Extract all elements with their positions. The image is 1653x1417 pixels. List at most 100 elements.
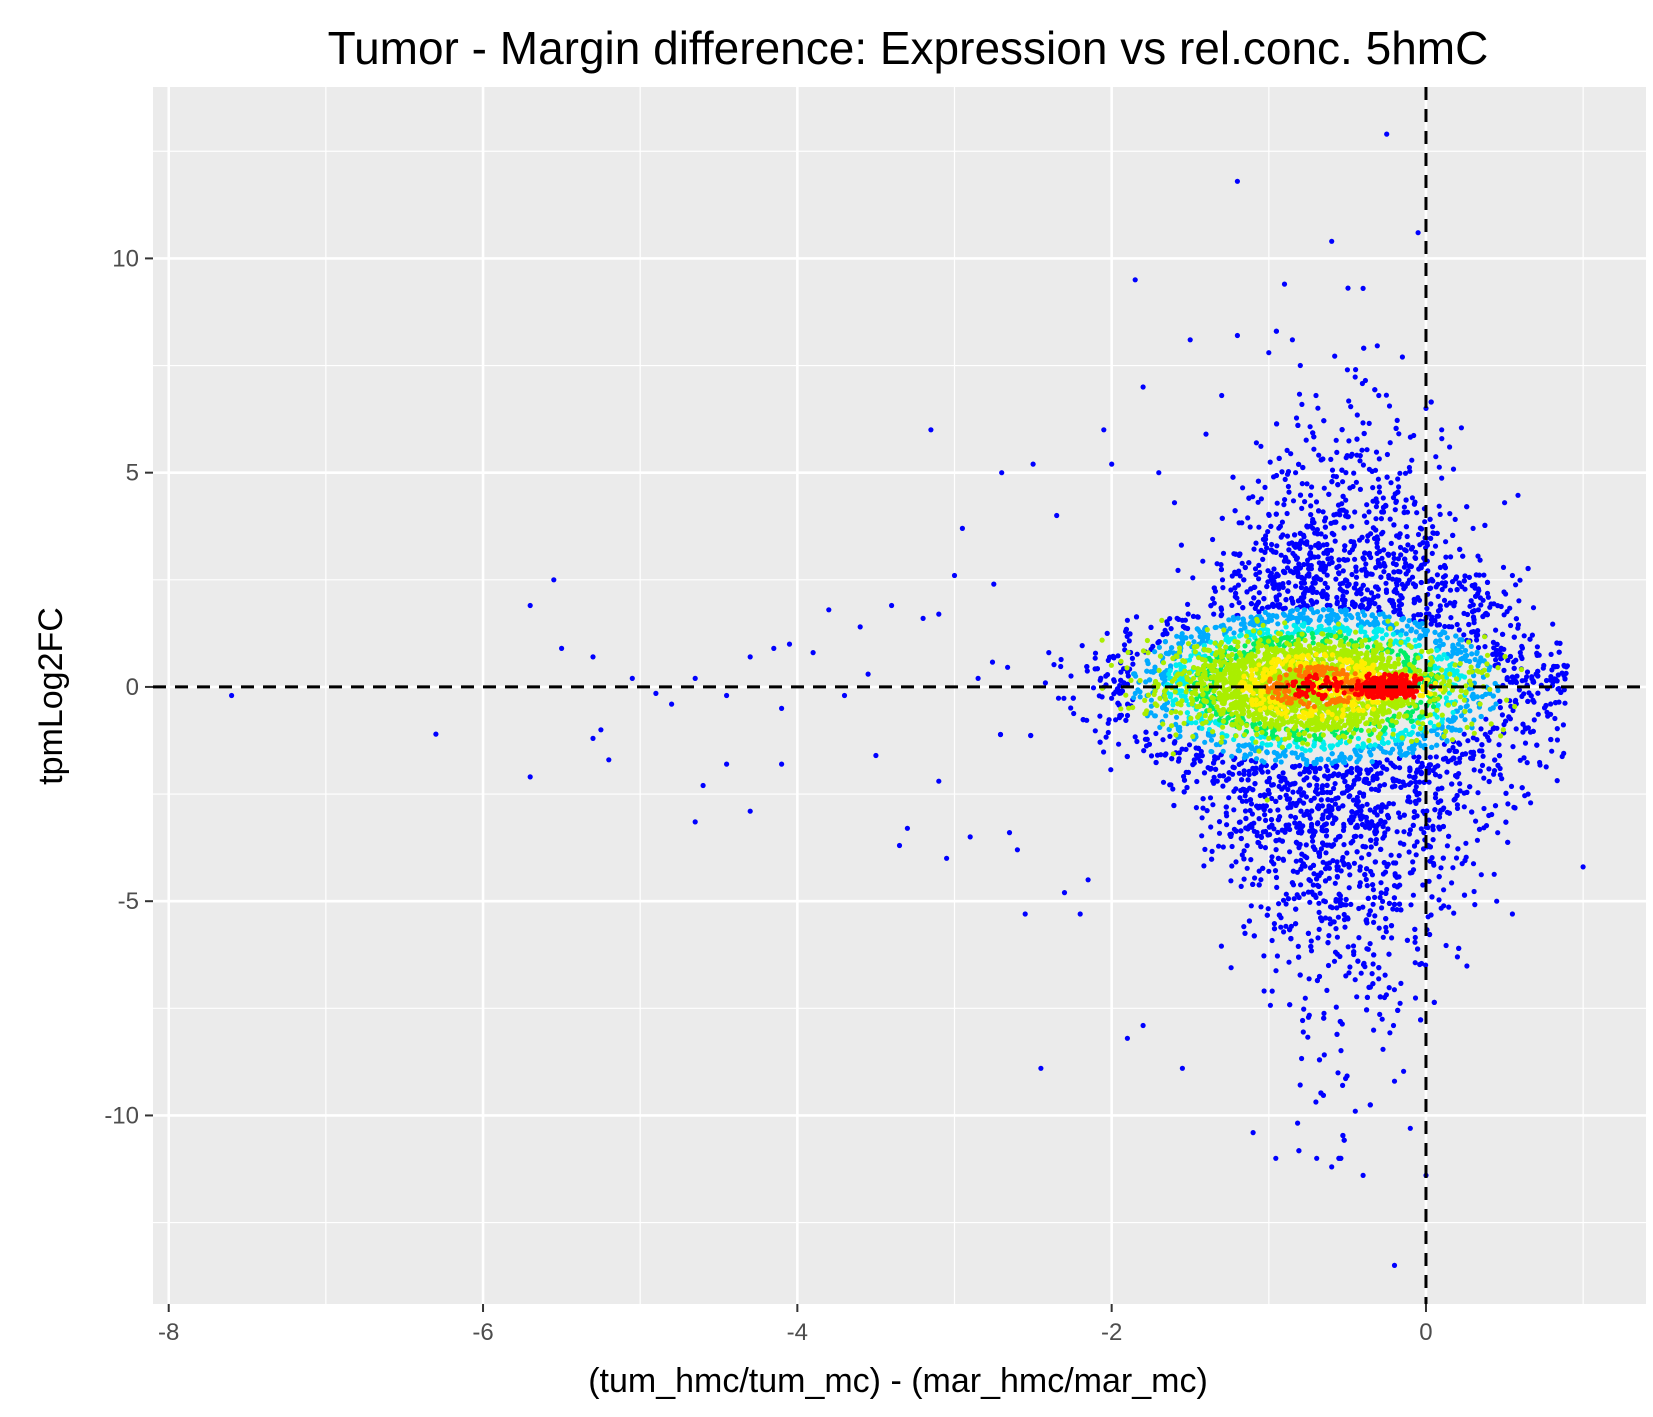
- density-point: [1410, 724, 1416, 730]
- density-point: [1349, 614, 1355, 621]
- density-point: [1439, 436, 1445, 442]
- density-point: [1403, 571, 1409, 577]
- density-point: [1373, 449, 1380, 455]
- density-point: [1361, 513, 1367, 519]
- density-point: [1308, 492, 1314, 498]
- density-point: [1329, 467, 1336, 473]
- density-point: [1391, 713, 1397, 719]
- density-point: [1409, 729, 1415, 736]
- density-point: [1428, 535, 1434, 542]
- density-point: [1371, 952, 1377, 958]
- density-point: [1285, 896, 1291, 902]
- density-point: [1370, 485, 1376, 491]
- density-point: [1281, 929, 1287, 935]
- density-point: [1414, 510, 1420, 516]
- density-point: [1256, 868, 1262, 874]
- density-point: [1284, 510, 1290, 517]
- density-point: [1188, 695, 1194, 701]
- density-point: [1255, 839, 1261, 846]
- density-point: [1512, 703, 1518, 710]
- density-point: [1464, 789, 1470, 796]
- density-point: [1410, 822, 1416, 829]
- density-point: [1346, 398, 1352, 404]
- density-point: [1422, 519, 1428, 525]
- density-point: [1223, 810, 1229, 816]
- density-point: [1372, 859, 1379, 865]
- density-point: [1280, 606, 1286, 612]
- density-point: [1376, 611, 1383, 617]
- density-point: [1248, 857, 1254, 863]
- density-point: [1337, 1018, 1343, 1025]
- density-point: [1293, 556, 1300, 562]
- density-point: [1256, 524, 1262, 530]
- density-point: [1353, 574, 1360, 580]
- density-point: [1318, 577, 1324, 583]
- density-point: [1320, 812, 1326, 818]
- density-point: [1261, 792, 1267, 798]
- density-point: [1271, 926, 1278, 932]
- density-point: [1368, 868, 1374, 875]
- density-point: [1461, 578, 1467, 584]
- density-point: [1367, 621, 1373, 628]
- density-point: [1337, 581, 1343, 587]
- density-point: [1298, 808, 1304, 814]
- density-point: [1147, 677, 1153, 683]
- density-point: [1312, 775, 1318, 781]
- density-point: [1477, 748, 1483, 754]
- density-point: [1354, 822, 1360, 829]
- density-point: [1390, 906, 1396, 912]
- density-point: [1391, 551, 1397, 557]
- density-point: [1212, 754, 1218, 760]
- density-point: [1326, 803, 1332, 809]
- density-point: [1379, 531, 1385, 537]
- density-point: [1554, 726, 1560, 732]
- density-point: [1371, 727, 1377, 733]
- density-point: [1094, 666, 1100, 672]
- density-point: [1436, 503, 1442, 509]
- density-point: [1293, 415, 1300, 421]
- density-point: [1311, 554, 1318, 560]
- density-point: [1326, 620, 1332, 626]
- density-point: [1475, 553, 1481, 559]
- density-point: [1361, 612, 1368, 618]
- density-point: [1336, 891, 1342, 897]
- density-point: [1173, 714, 1180, 720]
- density-point: [1218, 943, 1224, 949]
- density-point: [1230, 764, 1236, 770]
- density-point: [1248, 903, 1254, 909]
- density-point: [1318, 531, 1324, 537]
- density-point: [1396, 810, 1402, 816]
- density-point: [1331, 512, 1337, 518]
- density-point: [1462, 647, 1469, 654]
- density-point: [1108, 767, 1114, 773]
- density-point: [1383, 924, 1389, 931]
- density-point: [1296, 954, 1302, 960]
- density-point: [1326, 491, 1332, 497]
- density-point: [1334, 564, 1340, 571]
- density-point: [1480, 597, 1486, 603]
- density-point: [1242, 643, 1248, 649]
- density-point: [1314, 1155, 1320, 1161]
- density-point: [1314, 882, 1321, 888]
- density-point: [1256, 609, 1262, 615]
- density-point: [1263, 828, 1269, 835]
- density-point: [1324, 572, 1330, 578]
- density-point: [1364, 1007, 1370, 1013]
- density-point: [1286, 541, 1292, 547]
- density-point: [1378, 516, 1384, 522]
- density-point: [1298, 752, 1305, 758]
- density-point: [1264, 912, 1270, 918]
- density-point: [1407, 434, 1413, 440]
- density-point: [1355, 735, 1361, 742]
- density-point: [1184, 784, 1190, 791]
- density-point: [1276, 586, 1282, 592]
- density-point: [1290, 789, 1296, 795]
- density-point: [1519, 678, 1525, 684]
- density-point: [1169, 723, 1175, 729]
- density-point: [1372, 913, 1378, 919]
- density-point: [1289, 880, 1295, 886]
- density-point: [1321, 485, 1327, 491]
- density-point: [1304, 808, 1310, 814]
- density-point: [1263, 803, 1269, 809]
